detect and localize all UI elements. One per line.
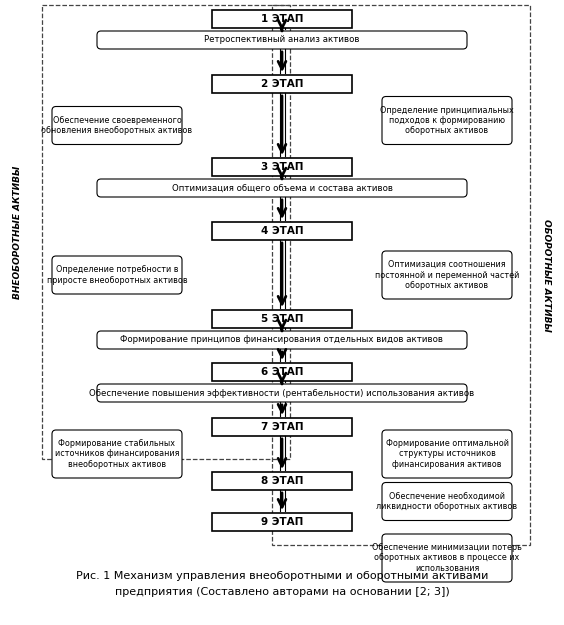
- Bar: [212, 75, 352, 93]
- Bar: [212, 310, 352, 328]
- FancyBboxPatch shape: [382, 430, 512, 478]
- Text: Формирование принципов финансирования отдельных видов активов: Формирование принципов финансирования от…: [121, 336, 443, 344]
- Bar: [42, 5, 290, 459]
- Text: Определение потребности в
приросте внеоборотных активов: Определение потребности в приросте внеоб…: [47, 265, 187, 285]
- Text: Обеспечение своевременного
обновления внеоборотных активов: Обеспечение своевременного обновления вн…: [41, 116, 192, 135]
- FancyBboxPatch shape: [382, 251, 512, 299]
- Text: 2 ЭТАП: 2 ЭТАП: [261, 79, 303, 89]
- Text: Обеспечение необходимой
ликвидности оборотных активов: Обеспечение необходимой ликвидности обор…: [376, 492, 518, 511]
- Text: Формирование стабильных
источников финансирования
внеоборотных активов: Формирование стабильных источников финан…: [55, 439, 179, 469]
- FancyBboxPatch shape: [97, 31, 467, 49]
- FancyBboxPatch shape: [52, 106, 182, 144]
- Bar: [272, 5, 530, 545]
- Bar: [212, 158, 352, 176]
- Bar: [212, 472, 352, 490]
- Bar: [212, 222, 352, 240]
- Text: 3 ЭТАП: 3 ЭТАП: [261, 162, 303, 172]
- FancyBboxPatch shape: [97, 331, 467, 349]
- Bar: [212, 418, 352, 436]
- Bar: [212, 363, 352, 381]
- FancyBboxPatch shape: [382, 96, 512, 144]
- Text: ВНЕОБОРОТНЫЕ АКТИВЫ: ВНЕОБОРОТНЫЕ АКТИВЫ: [14, 165, 23, 299]
- Text: ОБОРОТНЫЕ АКТИВЫ: ОБОРОТНЫЕ АКТИВЫ: [541, 219, 550, 331]
- Text: Оптимизация общего объема и состава активов: Оптимизация общего объема и состава акти…: [171, 184, 393, 192]
- Text: 9 ЭТАП: 9 ЭТАП: [261, 517, 303, 527]
- Text: Рис. 1 Механизм управления внеоборотными и оборотными активами: Рис. 1 Механизм управления внеоборотными…: [76, 571, 488, 581]
- FancyBboxPatch shape: [52, 430, 182, 478]
- Text: Обеспечение повышения эффективности (рентабельности) использования активов: Обеспечение повышения эффективности (рен…: [89, 389, 475, 398]
- Text: Определение принципиальных
подходов к формированию
оборотных активов: Определение принципиальных подходов к фо…: [380, 106, 514, 136]
- FancyBboxPatch shape: [97, 179, 467, 197]
- Bar: [212, 513, 352, 531]
- FancyBboxPatch shape: [382, 534, 512, 582]
- Text: 5 ЭТАП: 5 ЭТАП: [261, 314, 303, 324]
- Text: 4 ЭТАП: 4 ЭТАП: [261, 226, 303, 236]
- Text: Оптимизация соотношения
постоянной и переменной частей
оборотных активов: Оптимизация соотношения постоянной и пер…: [375, 260, 519, 290]
- Text: предприятия (Составлено авторами на основании [2; 3]): предприятия (Составлено авторами на осно…: [114, 587, 450, 597]
- Bar: [212, 10, 352, 28]
- Text: 1 ЭТАП: 1 ЭТАП: [261, 14, 303, 24]
- FancyBboxPatch shape: [97, 384, 467, 402]
- FancyBboxPatch shape: [382, 482, 512, 521]
- Text: 8 ЭТАП: 8 ЭТАП: [261, 476, 303, 486]
- FancyBboxPatch shape: [52, 256, 182, 294]
- Text: Формирование оптимальной
структуры источников
финансирования активов: Формирование оптимальной структуры источ…: [386, 439, 509, 469]
- Text: 6 ЭТАП: 6 ЭТАП: [261, 367, 303, 377]
- Text: 7 ЭТАП: 7 ЭТАП: [261, 422, 303, 432]
- Text: Обеспечение минимизации потерь
оборотных активов в процессе их
использования: Обеспечение минимизации потерь оборотных…: [372, 543, 522, 573]
- Text: Ретроспективный анализ активов: Ретроспективный анализ активов: [204, 36, 360, 44]
